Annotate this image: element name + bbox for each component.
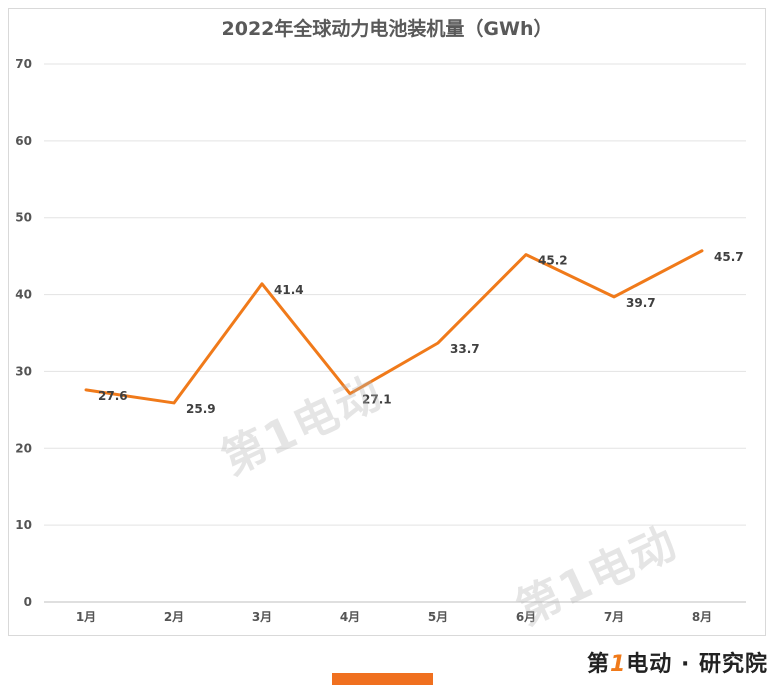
x-tick-label: 8月: [692, 610, 712, 624]
brand-text: 第: [586, 652, 610, 677]
brand-institute: 研究院: [698, 652, 768, 677]
data-labels: 27.6 25.9 41.4 27.1 33.7 45.2 39.7 45.7: [98, 250, 744, 416]
brand-text: 电动: [626, 652, 673, 677]
y-tick-label: 0: [24, 595, 32, 609]
footer-accent-bar: [332, 673, 433, 685]
series-line: [84, 249, 704, 405]
brand-number: 1: [609, 652, 627, 677]
y-tick-label: 60: [15, 134, 32, 148]
x-tick-label: 1月: [76, 610, 96, 624]
data-label: 41.4: [274, 283, 304, 297]
data-label: 27.6: [98, 389, 128, 403]
brand-logo: 第1电动 · 研究院: [587, 646, 768, 678]
y-tick-label: 20: [15, 441, 32, 455]
data-label: 25.9: [186, 402, 216, 416]
x-tick-label: 6月: [516, 610, 536, 624]
x-axis-tick-labels: 1月 2月 3月 4月 5月 6月 7月 8月: [76, 610, 712, 624]
y-tick-label: 10: [15, 518, 32, 532]
data-label: 39.7: [626, 296, 656, 310]
y-tick-label: 50: [15, 211, 32, 225]
series-line-path: [84, 249, 704, 405]
x-tick-label: 4月: [340, 610, 360, 624]
data-label: 27.1: [362, 393, 392, 407]
y-tick-label: 40: [15, 288, 32, 302]
data-label: 45.7: [714, 250, 744, 264]
grid-lines: [44, 63, 746, 603]
y-tick-label: 30: [15, 364, 32, 378]
x-tick-label: 2月: [164, 610, 184, 624]
brand-separator: ·: [680, 652, 691, 677]
x-tick-label: 5月: [428, 610, 448, 624]
chart-frame: [8, 8, 766, 636]
y-axis-tick-labels: 0 10 20 30 40 50 60 70: [15, 57, 32, 609]
x-tick-label: 3月: [252, 610, 272, 624]
data-label: 45.2: [538, 254, 568, 268]
data-label: 33.7: [450, 342, 480, 356]
y-tick-label: 70: [15, 57, 32, 71]
x-tick-label: 7月: [604, 610, 624, 624]
chart-title: 2022年全球动力电池装机量（GWh）: [221, 18, 553, 40]
